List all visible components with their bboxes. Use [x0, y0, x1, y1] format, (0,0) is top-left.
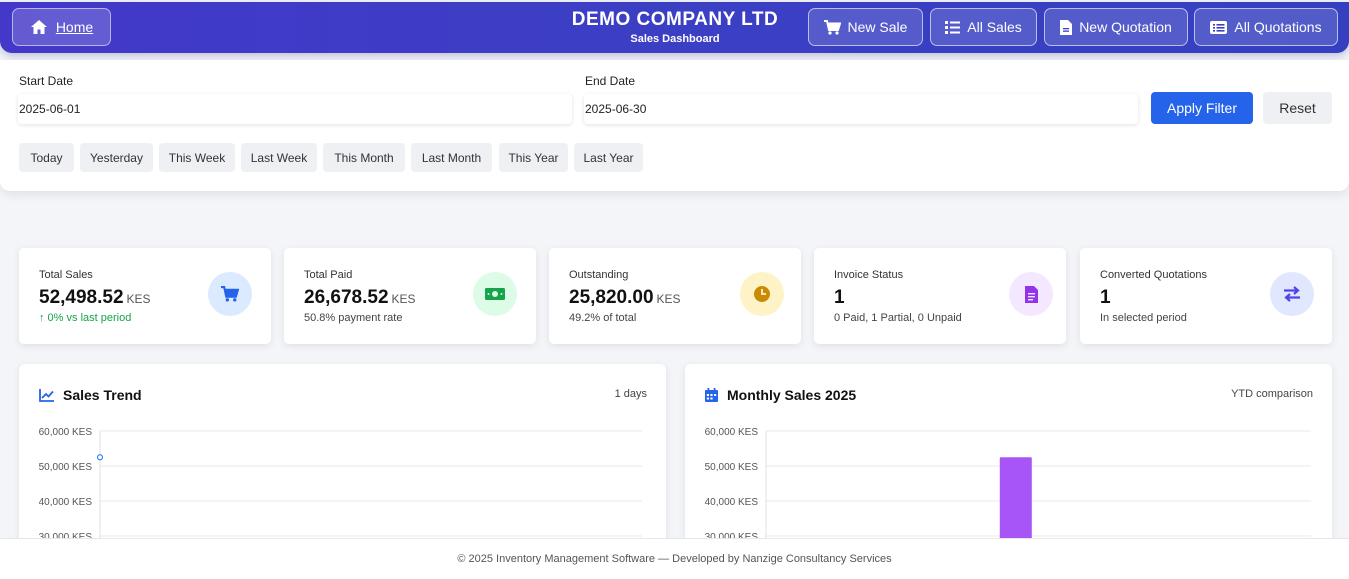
- stat-title: Outstanding: [569, 269, 629, 281]
- preset-last-year[interactable]: Last Year: [574, 143, 643, 172]
- calendar-icon: [705, 388, 718, 402]
- preset-today[interactable]: Today: [19, 143, 74, 172]
- money-icon: [473, 272, 517, 316]
- invoice-icon: [1009, 272, 1053, 316]
- apply-filter-button[interactable]: Apply Filter: [1151, 92, 1253, 124]
- all-quotations-label: All Quotations: [1234, 19, 1322, 35]
- stat-total-sales: Total Sales 52,498.52 KES ↑ 0% vs last pe…: [19, 248, 271, 344]
- preset-this-month[interactable]: This Month: [323, 143, 405, 172]
- monthly-y-tick-label: 50,000 KES: [705, 462, 759, 473]
- end-date-input[interactable]: 2025-06-30: [584, 94, 1138, 124]
- stat-outstanding: Outstanding 25,820.00 KES 49.2% of total: [549, 248, 801, 344]
- end-date-value: 2025-06-30: [585, 102, 647, 116]
- start-date-label: Start Date: [19, 74, 74, 88]
- stat-value: 25,820.00 KES: [569, 287, 681, 308]
- stat-subtext: 0 Paid, 1 Partial, 0 Unpaid: [834, 312, 962, 324]
- exchange-icon: [1270, 272, 1314, 316]
- stat-total-paid: Total Paid 26,678.52 KES 50.8% payment ra…: [284, 248, 536, 344]
- footer-text: © 2025 Inventory Management Software — D…: [457, 553, 892, 565]
- home-button[interactable]: Home: [12, 8, 111, 46]
- stat-title: Converted Quotations: [1100, 269, 1208, 281]
- stat-value: 52,498.52 KES: [39, 287, 151, 308]
- stat-value: 26,678.52 KES: [304, 287, 416, 308]
- stat-title: Invoice Status: [834, 269, 904, 281]
- new-quotation-label: New Quotation: [1079, 19, 1172, 35]
- monthly-sales-title: Monthly Sales 2025: [727, 387, 857, 403]
- preset-last-month[interactable]: Last Month: [411, 143, 492, 172]
- end-date-label: End Date: [585, 74, 636, 88]
- stat-invoice-status: Invoice Status 1 0 Paid, 1 Partial, 0 Un…: [814, 248, 1066, 344]
- reset-button[interactable]: Reset: [1263, 92, 1332, 124]
- preset-this-week[interactable]: This Week: [159, 143, 235, 172]
- stat-subtext: In selected period: [1100, 312, 1187, 324]
- monthly-y-tick-label: 30,000 KES: [705, 532, 759, 543]
- preset-this-year[interactable]: This Year: [499, 143, 568, 172]
- cart-icon: [208, 272, 252, 316]
- preset-yesterday[interactable]: Yesterday: [80, 143, 153, 172]
- monthly-y-tick-label: 40,000 KES: [705, 497, 759, 508]
- line-chart-icon: [39, 388, 54, 402]
- home-label: Home: [55, 19, 94, 35]
- list-icon: [945, 20, 961, 34]
- start-date-input[interactable]: 2025-06-01: [18, 94, 572, 124]
- all-sales-button[interactable]: All Sales: [930, 8, 1037, 46]
- stat-subtext: ↑ 0% vs last period: [39, 312, 132, 324]
- preset-last-week[interactable]: Last Week: [241, 143, 317, 172]
- trend-y-tick-label: 40,000 KES: [39, 497, 93, 508]
- stat-title: Total Paid: [304, 269, 353, 281]
- date-filter-panel: Start Date 2025-06-01 End Date 2025-06-3…: [0, 60, 1349, 191]
- home-icon: [30, 20, 47, 34]
- footer: © 2025 Inventory Management Software — D…: [0, 538, 1349, 579]
- sales-trend-card: Sales Trend 1 days 60,000 KES 50,000 KES 4…: [19, 364, 666, 564]
- stat-subtext: 49.2% of total: [569, 312, 637, 324]
- all-sales-label: All Sales: [967, 19, 1022, 35]
- trend-data-point[interactable]: [96, 454, 104, 461]
- stat-value: 1: [834, 287, 845, 308]
- trend-y-tick-label: 60,000 KES: [39, 427, 93, 438]
- company-name: DEMO COMPANY LTD: [571, 9, 779, 30]
- monthly-sales-note: YTD comparison: [1231, 388, 1313, 400]
- new-sale-label: New Sale: [847, 19, 908, 35]
- sales-trend-header: Sales Trend: [39, 387, 142, 403]
- start-date-value: 2025-06-01: [19, 102, 81, 116]
- trend-y-tick-label: 30,000 KES: [39, 532, 93, 543]
- page-subtitle: Sales Dashboard: [630, 33, 720, 45]
- stat-converted-quotations: Converted Quotations 1 In selected perio…: [1080, 248, 1332, 344]
- new-quotation-button[interactable]: New Quotation: [1044, 8, 1188, 46]
- top-navbar: Home DEMO COMPANY LTD Sales Dashboard Ne…: [0, 2, 1349, 53]
- stat-title: Total Sales: [39, 269, 93, 281]
- monthly-sales-card: Monthly Sales 2025 YTD comparison 60,000…: [685, 364, 1332, 564]
- clock-icon: [740, 272, 784, 316]
- sales-trend-title: Sales Trend: [63, 387, 142, 403]
- monthly-sales-chart: 60,000 KES 50,000 KES 40,000 KES 30,000 KES: [705, 427, 1311, 564]
- new-sale-button[interactable]: New Sale: [808, 8, 923, 46]
- file-icon: [1060, 19, 1073, 35]
- cart-icon: [823, 19, 841, 35]
- brand: DEMO COMPANY LTD Sales Dashboard: [540, 9, 810, 45]
- trend-y-tick-label: 50,000 KES: [39, 462, 93, 473]
- all-quotations-button[interactable]: All Quotations: [1194, 8, 1338, 46]
- stat-value: 1: [1100, 287, 1111, 308]
- sales-trend-note: 1 days: [614, 388, 647, 400]
- monthly-y-tick-label: 60,000 KES: [705, 427, 759, 438]
- list-alt-icon: [1210, 20, 1228, 34]
- monthly-sales-header: Monthly Sales 2025: [705, 387, 856, 403]
- stat-subtext: 50.8% payment rate: [304, 312, 403, 324]
- monthly-bar[interactable]: [999, 457, 1032, 564]
